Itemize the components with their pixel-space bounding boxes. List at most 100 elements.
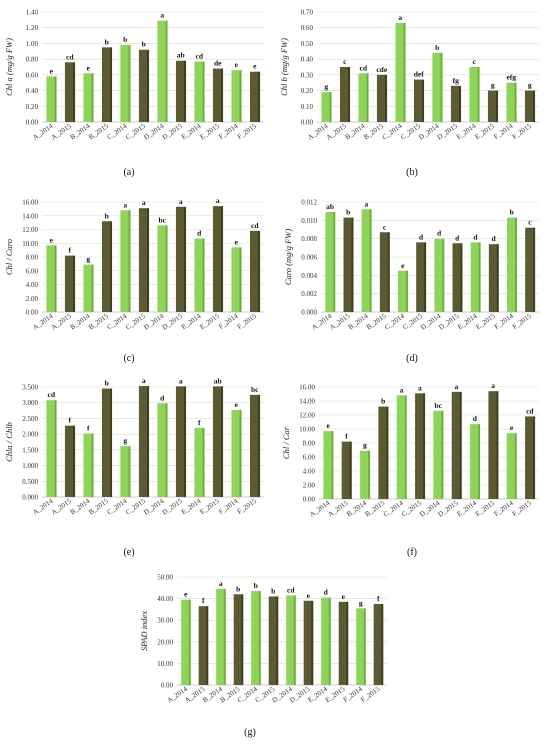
data-label: e	[253, 62, 257, 71]
bar	[398, 270, 406, 312]
bar-side	[220, 386, 224, 497]
data-label: a	[219, 579, 223, 588]
bar	[198, 606, 207, 685]
x-tick-label: E_2014	[180, 497, 203, 516]
chart-g-svg: 0.00 10.00 20.00 30.00 40.00 50.00 SPAD index e…	[139, 574, 387, 705]
y-tick-label: 0.004	[301, 272, 317, 280]
bar	[452, 243, 461, 312]
bar-side	[332, 212, 336, 312]
bar-side	[385, 406, 389, 499]
bar-side	[349, 441, 352, 499]
bar-side	[496, 244, 499, 312]
y-tick-label: 2.00	[26, 295, 39, 303]
chart-panel-e: 0.000 0.500 1.000 1.500 2.000 2.500 3.000 3.500…	[0, 375, 275, 565]
y-tick-label: 14.00	[299, 398, 315, 406]
bar	[120, 446, 129, 497]
data-label: fg	[453, 76, 459, 85]
y-tick-label: 50.00	[157, 574, 173, 582]
data-label: f	[377, 594, 380, 603]
bar-side	[165, 403, 168, 497]
bar-side	[459, 243, 463, 312]
y-tick-label: 2.000	[22, 431, 38, 439]
chart-b-svg: 0.00 0.10 0.20 0.30 0.40 0.50 0.60 0.70 Chl b (m…	[279, 9, 539, 142]
bar-side	[514, 82, 517, 122]
bar	[46, 76, 55, 122]
bar	[46, 245, 55, 312]
bar-side	[223, 588, 226, 685]
data-label: a	[418, 383, 422, 392]
data-label: d	[324, 588, 329, 597]
bar-side	[380, 604, 384, 685]
y-tick-label: 2.00	[303, 482, 316, 490]
data-label: f	[87, 424, 90, 433]
caption-d: (d)	[406, 353, 418, 364]
data-label: g	[363, 441, 367, 450]
x-tick-label: E_2015	[474, 312, 497, 331]
data-label: ab	[214, 376, 222, 385]
data-label: e	[510, 423, 514, 432]
chart-a-svg: 0.00 0.20 0.40 0.60 0.80 1.00 1.20 1.40 Chl a (m…	[4, 9, 264, 142]
y-tick-label: 16.00	[22, 199, 38, 207]
y-tick-label: 40.00	[157, 595, 173, 603]
x-tick-label: F_2015	[511, 499, 534, 518]
bar-side	[128, 45, 131, 122]
bar-side	[367, 450, 371, 499]
data-label: f	[69, 246, 72, 255]
data-label: a	[400, 385, 404, 394]
bar-side	[329, 92, 332, 122]
bar	[395, 23, 404, 122]
bar-side	[440, 52, 443, 122]
bar	[376, 74, 386, 122]
y-tick-label: 0.70	[301, 9, 314, 17]
data-label: e	[307, 591, 311, 600]
caption-f: (f)	[407, 547, 417, 558]
y-tick-label: 2.500	[22, 415, 38, 423]
bar	[212, 386, 222, 497]
bar-side	[202, 238, 205, 312]
bar	[157, 20, 166, 123]
y-tick-label: 0.008	[301, 235, 317, 243]
bar	[434, 238, 443, 312]
bar-side	[257, 71, 261, 122]
x-tick-label: A_2015	[50, 497, 73, 517]
bar	[46, 400, 55, 497]
bar	[212, 206, 222, 312]
bar	[325, 212, 334, 312]
y-tick-label: 3.500	[22, 384, 38, 392]
y-axis-label: SPAD index	[139, 611, 149, 651]
bar	[432, 52, 441, 122]
x-tick-label: D_2015	[437, 312, 460, 332]
data-label: b	[381, 397, 385, 406]
bar	[321, 597, 329, 685]
bar-side	[72, 425, 76, 497]
bar	[379, 232, 388, 312]
y-axis-label: Chla / Chlb	[4, 422, 14, 462]
y-tick-label: 0.002	[301, 290, 317, 298]
bar	[469, 67, 478, 122]
data-label: a	[216, 196, 220, 205]
data-label: c	[343, 57, 347, 66]
x-tick-label: B_2015	[87, 497, 110, 517]
bar-side	[328, 597, 331, 685]
y-tick-label: 0.60	[26, 71, 39, 79]
bar	[470, 242, 479, 312]
bar-side	[72, 62, 76, 122]
bar-side	[128, 446, 131, 497]
y-tick-label: 12.00	[299, 412, 315, 420]
bar	[83, 73, 92, 122]
bar	[396, 395, 405, 499]
caption-c: (c)	[123, 353, 135, 364]
x-tick-label: E_2015	[198, 497, 221, 516]
x-tick-label: A_2015	[327, 499, 350, 519]
bar	[286, 595, 294, 685]
data-label: b	[271, 586, 275, 595]
chart-d-svg: 0.000 0.002 0.004 0.006 0.008 0.010 0.012 Caro …	[283, 199, 539, 332]
bar-side	[458, 85, 462, 122]
bar	[360, 450, 369, 499]
bar	[416, 242, 425, 312]
x-tick-label: D_2015	[161, 312, 184, 332]
bar-side	[258, 591, 261, 685]
bar	[231, 247, 240, 312]
bar-side	[403, 23, 406, 122]
bar-side	[183, 386, 187, 497]
